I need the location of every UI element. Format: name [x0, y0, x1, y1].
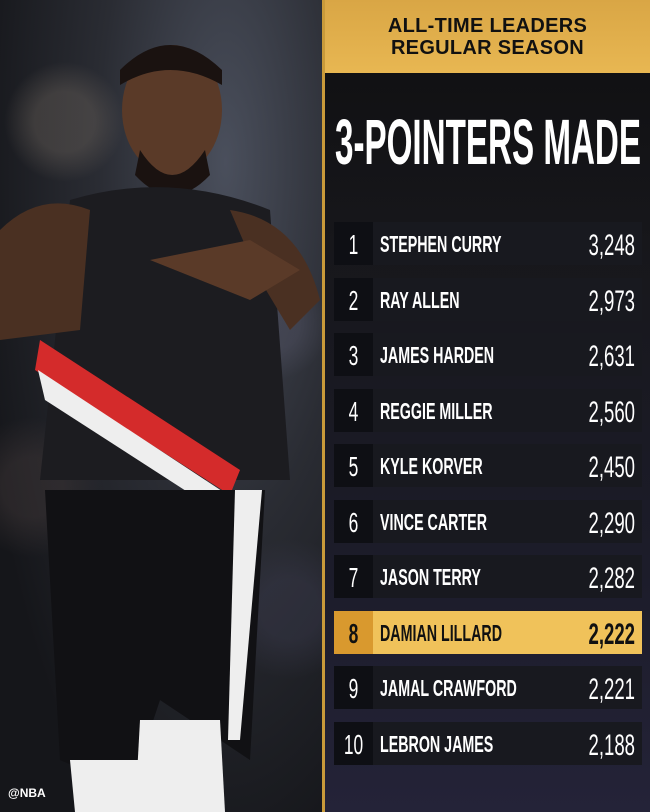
three-pointers-value: 2,282 — [589, 562, 636, 595]
player-name: STEPHEN CURRY — [380, 231, 502, 257]
player-name: KYLE KORVER — [380, 453, 483, 479]
rank: 3 — [349, 340, 359, 371]
rank: 10 — [344, 729, 363, 760]
three-pointers-value: 2,188 — [589, 729, 636, 762]
rank-cell — [334, 499, 373, 543]
rank-cell — [334, 222, 373, 265]
rank: 9 — [349, 673, 359, 704]
row-background — [334, 666, 642, 709]
nba-watermark: @NBA — [8, 786, 46, 800]
rank: 5 — [349, 451, 359, 482]
header-line-2: REGULAR SEASON — [390, 36, 585, 59]
three-pointers-value: 2,631 — [589, 340, 636, 373]
player-photo: @NBA — [0, 0, 322, 812]
leaders-panel: ALL-TIME LEADERS REGULAR SEASON 3-POINTE… — [322, 0, 650, 812]
header-banner: ALL-TIME LEADERS REGULAR SEASON — [325, 0, 650, 73]
three-pointers-value: 2,221 — [589, 673, 636, 706]
three-pointers-value: 2,560 — [589, 396, 636, 429]
page-title-svg: 3-POINTERS MADE — [335, 106, 641, 176]
leader-row: 2 RAY ALLEN 2,973 — [334, 277, 642, 321]
rank: 4 — [349, 396, 359, 427]
rank: 1 — [349, 229, 359, 260]
player-name: JASON TERRY — [380, 564, 481, 590]
three-pointers-value: 2,973 — [589, 285, 636, 318]
leader-row: 1 STEPHEN CURRY 3,248 — [334, 222, 642, 265]
rank-cell — [334, 721, 373, 765]
row-background — [334, 333, 642, 376]
three-pointers-value: 2,222 — [589, 618, 636, 651]
page-title: 3-POINTERS MADE — [335, 106, 641, 176]
rank: 8 — [349, 618, 359, 649]
player-name: LEBRON JAMES — [380, 731, 493, 757]
leader-row: 10 LEBRON JAMES 2,188 — [334, 721, 642, 765]
row-background — [334, 388, 642, 432]
rank-cell — [334, 610, 373, 654]
rank: 7 — [349, 562, 359, 593]
player-name: VINCE CARTER — [380, 509, 487, 535]
three-pointers-value: 2,290 — [589, 507, 636, 540]
player-name: RAY ALLEN — [380, 287, 460, 313]
rank: 6 — [349, 507, 359, 538]
rank-cell — [334, 333, 373, 376]
row-background — [334, 222, 642, 265]
leader-row: 3 JAMES HARDEN 2,631 — [334, 333, 642, 376]
leader-row: 6 VINCE CARTER 2,290 — [334, 499, 642, 543]
three-pointers-value: 3,248 — [589, 229, 636, 262]
rank: 2 — [349, 285, 359, 316]
row-background — [334, 555, 642, 598]
leader-row: 9 JAMAL CRAWFORD 2,221 — [334, 666, 642, 709]
rank-cell — [334, 277, 373, 321]
rank-cell — [334, 444, 373, 487]
leader-row: 8 DAMIAN LILLARD 2,222 — [334, 610, 642, 654]
player-name: JAMES HARDEN — [380, 342, 494, 368]
rank-cell — [334, 555, 373, 598]
player-name: JAMAL CRAWFORD — [380, 675, 517, 701]
leader-row: 7 JASON TERRY 2,282 — [334, 555, 642, 598]
row-background — [334, 610, 642, 654]
row-background — [334, 444, 642, 487]
three-pointers-value: 2,450 — [589, 451, 636, 484]
rank-cell — [334, 666, 373, 709]
header-line-1: ALL-TIME LEADERS — [387, 14, 588, 37]
player-name: DAMIAN LILLARD — [380, 620, 502, 646]
player-name: REGGIE MILLER — [380, 398, 493, 424]
player-figure — [0, 45, 320, 812]
leader-row: 5 KYLE KORVER 2,450 — [334, 444, 642, 487]
row-background — [334, 499, 642, 543]
row-background — [334, 721, 642, 765]
leader-row: 4 REGGIE MILLER 2,560 — [334, 388, 642, 432]
row-background — [334, 277, 642, 321]
rank-cell — [334, 388, 373, 432]
